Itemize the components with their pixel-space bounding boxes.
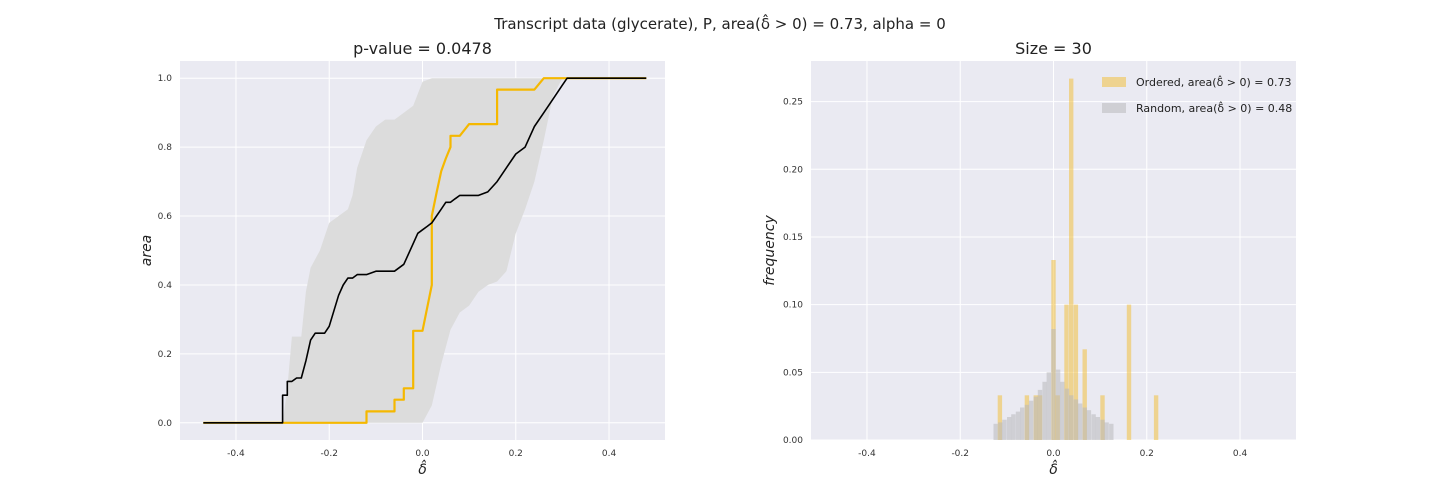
right-plot-x-tick-label: 0.0 bbox=[1046, 449, 1061, 459]
random-histogram-bar bbox=[1100, 419, 1105, 440]
left-plot: -0.4 -0.2 0.0 0.2 0.4 0.0 0.2 0.4 0.6 0.8 1.0 p-va… bbox=[139, 39, 665, 478]
left-plot-y-tick-label: 0.6 bbox=[158, 212, 173, 222]
random-histogram-bar bbox=[1109, 423, 1114, 440]
random-histogram-bar bbox=[1002, 419, 1007, 440]
left-plot-marks bbox=[203, 77, 647, 424]
random-histogram-bar bbox=[993, 423, 998, 440]
left-plot-x-tick-label: -0.4 bbox=[227, 449, 245, 459]
right-plot-marks bbox=[993, 78, 1159, 440]
random-histogram-bar bbox=[1024, 404, 1030, 440]
random-histogram-bar bbox=[1064, 388, 1070, 440]
left-plot-y-tick-label: 0.0 bbox=[158, 419, 173, 429]
left-plot-y-tick-label: 0.8 bbox=[158, 143, 173, 153]
right-plot: -0.4 -0.2 0.0 0.2 0.4 0.00 0.05 0.10 0.15 0.20 0.2… bbox=[762, 39, 1296, 478]
random-histogram-bar bbox=[1046, 372, 1051, 440]
ordered-histogram-bar bbox=[997, 395, 1003, 440]
ordered-area-line bbox=[203, 77, 647, 424]
left-plot-y-tick-label: 1.0 bbox=[158, 74, 173, 84]
ordered-histogram-bar bbox=[1069, 78, 1074, 440]
random-mean-area-line bbox=[203, 77, 647, 424]
random-histogram-bar bbox=[1020, 407, 1025, 440]
right-plot-x-tick-label: 0.4 bbox=[1233, 449, 1248, 459]
left-plot-x-tick-label: -0.2 bbox=[320, 449, 338, 459]
ordered-histogram-bar bbox=[1126, 304, 1132, 440]
ordered-histogram-bar bbox=[1073, 304, 1079, 440]
right-plot-y-tick-label: 0.25 bbox=[783, 98, 803, 108]
random-histogram-bar bbox=[1060, 381, 1065, 440]
left-plot-x-label: δ̂ bbox=[418, 459, 427, 478]
random-histogram-bar bbox=[1011, 414, 1016, 440]
random-histogram-bar bbox=[1033, 396, 1038, 440]
figure-title: Transcript data (glycerate), P, area(δ̂ … bbox=[493, 13, 946, 33]
random-histogram-bar bbox=[1077, 403, 1083, 440]
legend-label-random: Random, area(δ̂ > 0) = 0.48 bbox=[1136, 101, 1292, 115]
legend-label-ordered: Ordered, area(δ̂ > 0) = 0.73 bbox=[1136, 75, 1292, 89]
ordered-histogram-bar bbox=[1064, 304, 1069, 440]
right-plot-x-tick-label: -0.2 bbox=[951, 449, 969, 459]
random-histogram-bar bbox=[1104, 422, 1109, 440]
right-plot-title: Size = 30 bbox=[1015, 39, 1092, 58]
left-plot-y-tick-label: 0.4 bbox=[158, 281, 173, 291]
random-histogram-bar bbox=[1073, 399, 1079, 440]
legend-swatch-ordered bbox=[1102, 77, 1126, 87]
right-plot-tick-labels: -0.4 -0.2 0.0 0.2 0.4 0.00 0.05 0.10 0.15 0.20 0.2… bbox=[783, 98, 1248, 459]
right-plot-x-label: δ̂ bbox=[1049, 459, 1058, 478]
left-plot-title: p-value = 0.0478 bbox=[353, 39, 492, 58]
left-plot-x-tick-label: 0.4 bbox=[602, 449, 617, 459]
right-plot-y-label: frequency bbox=[762, 215, 778, 286]
random-histogram-bar bbox=[1055, 369, 1061, 440]
left-plot-x-tick-label: 0.0 bbox=[415, 449, 430, 459]
left-plot-tick-labels: -0.4 -0.2 0.0 0.2 0.4 0.0 0.2 0.4 0.6 0.8 1.0 bbox=[158, 74, 617, 459]
random-histogram-bar bbox=[1037, 389, 1043, 440]
ordered-histogram-bar bbox=[1100, 395, 1105, 440]
left-plot-y-tick-label: 0.2 bbox=[158, 350, 172, 360]
random-histogram-bar bbox=[1042, 381, 1047, 440]
random-histogram-bar bbox=[1007, 417, 1012, 440]
legend: Ordered, area(δ̂ > 0) = 0.73 Random, are… bbox=[1102, 75, 1292, 115]
ordered-histogram-bar bbox=[1153, 395, 1159, 440]
legend-swatch-random bbox=[1102, 103, 1126, 113]
random-histogram-bar bbox=[1082, 407, 1087, 440]
random-histogram-bar bbox=[998, 422, 1003, 440]
confidence-band bbox=[203, 78, 647, 423]
random-histogram-bar bbox=[1015, 411, 1021, 440]
random-histogram-bar bbox=[1086, 410, 1092, 440]
left-plot-y-label: area bbox=[139, 235, 155, 267]
ordered-histogram-bar bbox=[1082, 349, 1087, 440]
random-histogram-bar bbox=[1091, 414, 1096, 440]
random-histogram-bar bbox=[1095, 417, 1100, 440]
random-histogram-bar bbox=[1069, 395, 1074, 440]
right-plot-x-tick-label: -0.4 bbox=[858, 449, 876, 459]
right-plot-y-tick-label: 0.15 bbox=[783, 233, 803, 243]
left-plot-x-tick-label: 0.2 bbox=[509, 449, 523, 459]
right-plot-y-tick-label: 0.20 bbox=[783, 165, 803, 175]
right-plot-x-tick-label: 0.2 bbox=[1140, 449, 1154, 459]
right-plot-y-tick-label: 0.05 bbox=[783, 368, 803, 378]
random-histogram-bar bbox=[1028, 400, 1034, 440]
random-histogram-bar bbox=[1051, 329, 1056, 440]
right-plot-y-tick-label: 0.10 bbox=[783, 301, 803, 311]
right-plot-y-tick-label: 0.00 bbox=[783, 436, 803, 446]
